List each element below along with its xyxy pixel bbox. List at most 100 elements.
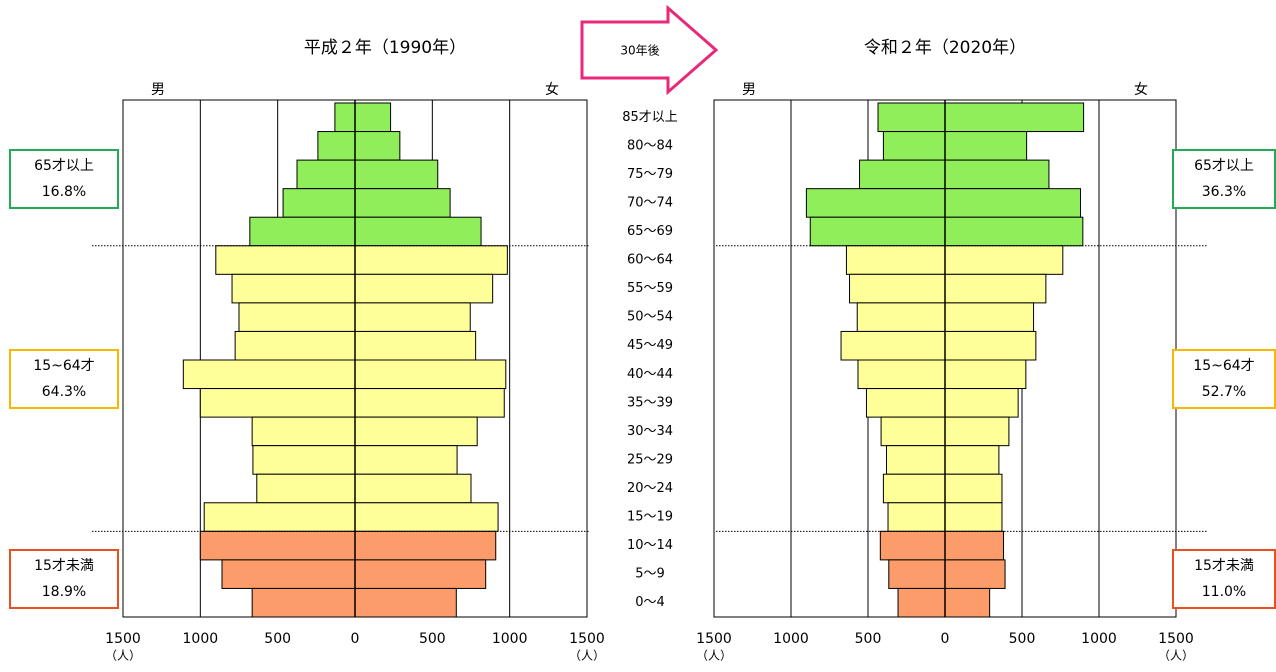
bar <box>882 131 946 161</box>
bar <box>238 302 356 332</box>
bar <box>885 445 946 475</box>
bar <box>888 559 946 589</box>
bar <box>897 587 946 618</box>
group-name: 15才未満 <box>1194 558 1254 574</box>
group-share: 36.3% <box>1202 184 1246 200</box>
bar <box>856 302 946 332</box>
x-tick-label: 500 <box>855 631 882 647</box>
bar <box>182 359 356 390</box>
x-tick-label: 1000 <box>773 631 809 647</box>
group-share: 16.8% <box>42 184 86 200</box>
age-label: 10～14 <box>627 538 673 553</box>
bar <box>354 330 477 361</box>
bar <box>944 445 1000 475</box>
bar <box>944 502 1003 532</box>
bar <box>354 445 458 475</box>
bar <box>809 216 946 247</box>
age-label: 15～19 <box>627 510 673 525</box>
bar <box>859 159 946 190</box>
x-tick-label: 500 <box>264 631 291 647</box>
x-unit: （人） <box>105 649 141 663</box>
x-tick-label: 1500 <box>105 631 141 647</box>
bar <box>252 445 356 475</box>
age-label: 60～64 <box>627 253 673 268</box>
bar <box>944 473 1003 504</box>
age-label: 30～34 <box>627 424 673 439</box>
bar <box>877 102 946 133</box>
bar <box>849 273 946 304</box>
bar <box>857 359 946 390</box>
x-tick-label: 1000 <box>1081 631 1117 647</box>
legend-male: 男 <box>742 82 756 98</box>
arrow <box>580 4 719 96</box>
x-unit: （人） <box>696 649 732 663</box>
age-label: 80～84 <box>627 138 673 153</box>
bar <box>334 102 356 133</box>
age-label: 40～44 <box>627 367 673 382</box>
bar <box>354 159 439 190</box>
age-label: 75～79 <box>627 167 673 182</box>
age-label: 35～39 <box>627 395 673 410</box>
bar <box>944 416 1010 447</box>
age-label: 20～24 <box>627 481 673 496</box>
group-share: 64.3% <box>42 384 86 400</box>
x-unit: （人） <box>569 649 605 663</box>
x-tick-label: 1000 <box>183 631 219 647</box>
x-tick-label: 1000 <box>492 631 528 647</box>
bar <box>944 388 1019 418</box>
bar <box>199 388 356 418</box>
group-box <box>1172 549 1276 609</box>
bar <box>879 530 946 561</box>
bar <box>865 388 946 418</box>
legend-male: 男 <box>151 82 165 98</box>
bar <box>845 245 946 275</box>
x-tick-label: 500 <box>419 631 446 647</box>
bar <box>354 245 508 275</box>
bar <box>354 302 471 332</box>
bar <box>354 559 487 589</box>
bar <box>296 159 356 190</box>
bar <box>944 188 1082 218</box>
bar <box>944 530 1005 561</box>
bar <box>231 273 356 304</box>
bar <box>354 587 457 618</box>
group-share: 18.9% <box>42 584 86 600</box>
group-box <box>9 549 119 609</box>
age-label: 85才以上 <box>622 110 678 125</box>
bar <box>354 530 497 561</box>
bar <box>251 416 356 447</box>
bar <box>880 416 946 447</box>
age-label: 5～9 <box>635 567 665 582</box>
bar <box>282 188 356 218</box>
bar <box>354 102 392 133</box>
x-tick-label: 1500 <box>696 631 732 647</box>
age-label: 70～74 <box>627 195 673 210</box>
bar <box>944 216 1084 247</box>
x-tick-label: 1500 <box>1158 631 1194 647</box>
bar <box>944 273 1047 304</box>
bar <box>944 587 991 618</box>
bar <box>354 388 505 418</box>
legend-female: 女 <box>1134 81 1148 98</box>
x-unit: （人） <box>1158 649 1194 663</box>
bar <box>354 502 499 532</box>
chart-title: 平成２年（1990年） <box>304 38 466 58</box>
group-box <box>1172 149 1276 209</box>
group-name: 65才以上 <box>34 158 94 174</box>
bar <box>221 559 356 589</box>
group-name: 65才以上 <box>1194 158 1254 174</box>
bar <box>944 302 1035 332</box>
x-tick-label: 0 <box>351 631 360 647</box>
bar <box>354 359 507 390</box>
group-name: 15~64才 <box>1193 358 1254 374</box>
bar <box>234 330 356 361</box>
bar <box>805 188 946 218</box>
bar <box>944 245 1064 275</box>
group-box <box>9 349 119 409</box>
arrow-label: 30年後 <box>620 44 659 58</box>
bar <box>354 416 478 447</box>
group-share: 52.7% <box>1202 384 1246 400</box>
group-share: 11.0% <box>1202 584 1246 600</box>
bar <box>215 245 356 275</box>
